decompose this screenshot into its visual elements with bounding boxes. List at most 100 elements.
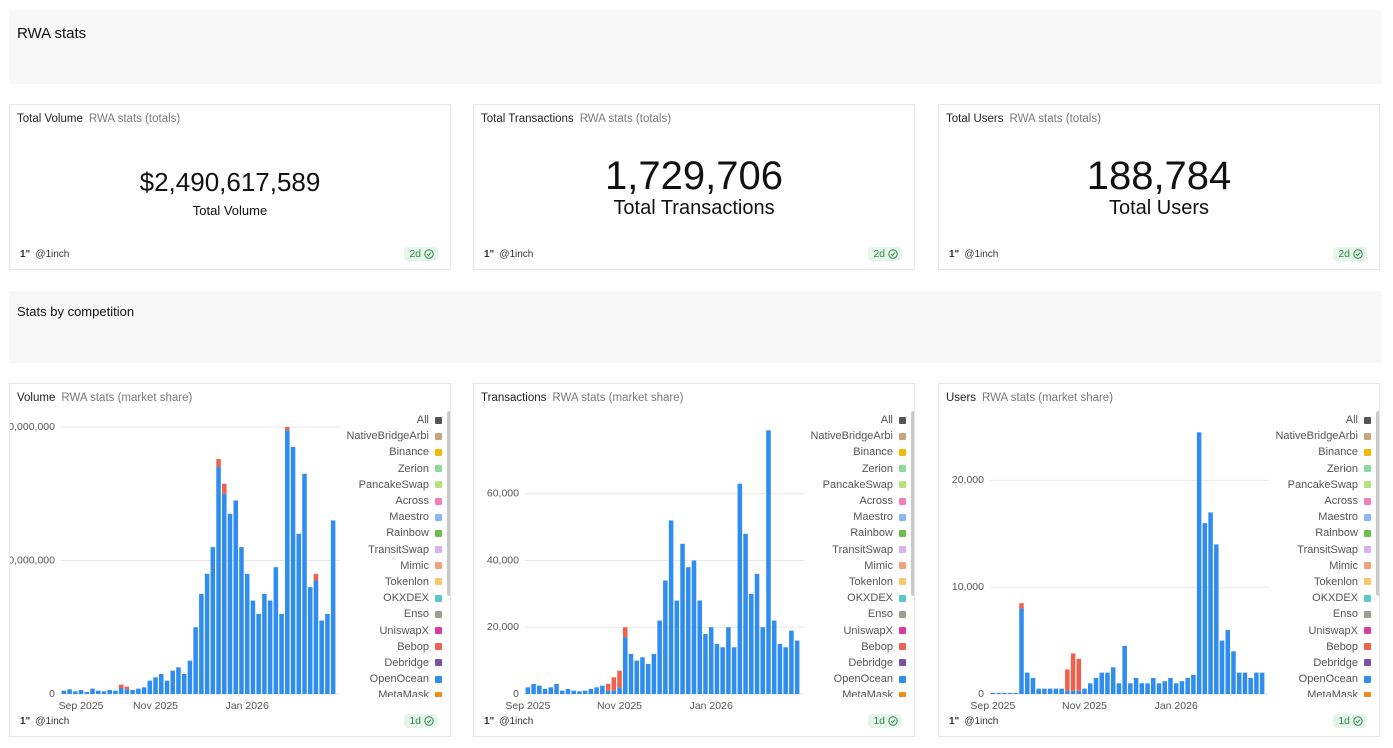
bar: [720, 647, 725, 694]
bar: [1219, 640, 1225, 694]
legend-scrollbar: [447, 411, 450, 596]
legend-label: Mimic: [400, 559, 429, 572]
bar: [737, 483, 743, 694]
section-band: Stats by competition: [9, 291, 1382, 363]
legend-swatch: [899, 594, 906, 602]
brand-logo: 1": [484, 716, 495, 727]
legend-label: Enso: [1332, 608, 1358, 621]
legend-item: Across: [764, 493, 906, 509]
legend-item: OpenOcean: [764, 671, 906, 687]
legend-label: Maestro: [389, 511, 429, 524]
check-circle: [1353, 249, 1363, 259]
bar: [204, 573, 210, 694]
legend-label: Debridge: [1313, 656, 1358, 669]
legend-swatch: [1364, 465, 1371, 473]
card-subtitle: RWA stats (market share): [552, 392, 684, 404]
bar: [1087, 683, 1093, 694]
legend-item: Debridge: [300, 655, 442, 671]
y-tick-label: 0: [978, 688, 984, 700]
legend-swatch: [435, 448, 442, 456]
bar: [107, 689, 112, 694]
bar: [651, 653, 657, 694]
chart-card: 0 20,000,000 40,000,000 Sep 2025 Nov 2025 Jan…: [9, 383, 451, 737]
legend-swatch: [899, 481, 906, 489]
bar: [222, 483, 227, 494]
x-tick-label: Sep 2025: [505, 700, 550, 712]
legend-label: Rainbow: [1315, 527, 1358, 540]
bar: [645, 663, 651, 694]
legend-item: Maestro: [764, 509, 906, 525]
legend-label: Across: [859, 495, 893, 508]
legend-label: Across: [395, 495, 429, 508]
bar: [210, 547, 216, 694]
counter-card: Total Users RWA stats (totals) 188,784 Tota…: [938, 104, 1380, 270]
check-circle: [888, 249, 898, 259]
legend-item: UniswapX: [300, 622, 442, 638]
brand-handle: @1inch: [964, 716, 999, 727]
bar: [703, 633, 708, 694]
counter-card: Total Volume RWA stats (totals) $2,490,617…: [9, 104, 451, 270]
legend-swatch: [1364, 643, 1371, 651]
bar: [95, 690, 101, 694]
bar: [1082, 688, 1087, 694]
legend-label: Zerion: [397, 462, 429, 475]
bar: [141, 687, 147, 694]
legend-label: All: [880, 414, 893, 427]
legend-label: OKXDEX: [847, 592, 893, 605]
card-footer: 1" @1inch: [484, 716, 533, 727]
brand-logo: 1": [20, 716, 31, 727]
legend-label: TransitSwap: [368, 543, 429, 556]
bar: [1065, 690, 1070, 694]
legend-item: Binance: [764, 444, 906, 460]
bar: [118, 687, 124, 694]
bar: [674, 600, 680, 694]
card-header: Total Transactions RWA stats (totals): [481, 113, 671, 125]
bar: [1145, 683, 1150, 694]
legend-label: Binance: [853, 446, 893, 459]
legend-label: Tokenlon: [1313, 575, 1358, 588]
legend-label: PancakeSwap: [358, 478, 429, 491]
bar: [691, 560, 697, 694]
bar: [1076, 690, 1082, 694]
legend-swatch: [435, 416, 442, 424]
bar: [617, 687, 622, 694]
legend-scrollbar: [1376, 411, 1379, 596]
page-title: RWA stats: [17, 25, 87, 42]
legend-item: Mimic: [300, 558, 442, 574]
chart: 0 20,000,000 40,000,000 Sep 2025 Nov 2025 Jan…: [10, 421, 340, 712]
freshness-text: 2d: [1338, 248, 1350, 260]
legend-item: Zerion: [300, 461, 442, 477]
legend-label: OKXDEX: [1312, 592, 1358, 605]
bar: [330, 520, 336, 694]
x-tick-label: Nov 2025: [597, 700, 642, 712]
bar: [605, 690, 611, 694]
card-title: Transactions: [481, 392, 547, 404]
freshness-badge: 2d: [1333, 247, 1367, 261]
bar: [176, 667, 181, 694]
bar: [617, 670, 622, 688]
bar: [1024, 672, 1030, 694]
bar: [542, 688, 548, 694]
legend-swatch: [435, 594, 442, 602]
legend-item: OKXDEX: [1229, 590, 1371, 606]
bar: [90, 688, 95, 694]
legend-swatch: [899, 643, 906, 651]
freshness-badge: 1d: [1333, 714, 1367, 728]
legend-item: MetaMask: [300, 687, 442, 697]
legend-item: MetaMask: [1229, 687, 1371, 697]
bar: [1122, 645, 1127, 694]
legend-label: Rainbow: [386, 527, 429, 540]
legend-swatch: [435, 675, 442, 683]
legend-item: TransitSwap: [764, 542, 906, 558]
legend-swatch: [1364, 448, 1371, 456]
legend-label: Mimic: [864, 559, 893, 572]
bar: [233, 500, 239, 694]
legend-item: Enso: [300, 606, 442, 622]
bar: [1259, 672, 1265, 694]
counter-label: Total Transactions: [613, 197, 775, 219]
card-subtitle: RWA stats (market share): [982, 392, 1114, 404]
legend-swatch: [899, 578, 906, 586]
y-tick-label: 20,000,000: [10, 554, 55, 566]
legend-swatch: [435, 513, 442, 521]
